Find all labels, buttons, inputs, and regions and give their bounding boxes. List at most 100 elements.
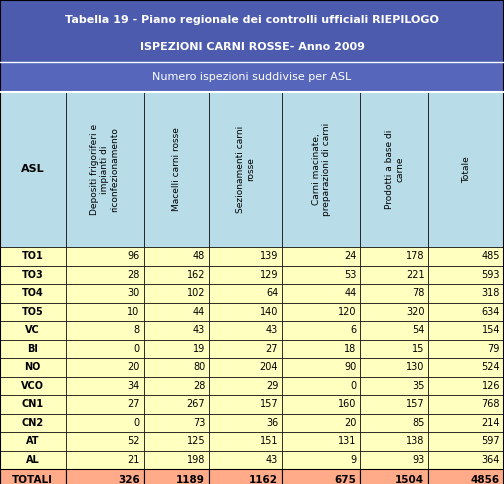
Bar [144,432,209,451]
Bar [66,339,144,358]
Bar [66,413,144,432]
Text: 44: 44 [193,307,205,317]
Text: 9: 9 [350,455,356,465]
Bar [66,432,144,451]
Text: 597: 597 [481,436,500,446]
Text: 102: 102 [186,288,205,298]
Text: 139: 139 [260,251,278,261]
Text: 178: 178 [406,251,424,261]
Bar [209,266,282,284]
Bar [0,266,66,284]
Text: 96: 96 [128,251,140,261]
Bar [66,358,144,377]
Text: VCO: VCO [21,381,44,391]
Text: 318: 318 [482,288,500,298]
Text: AL: AL [26,455,40,465]
Text: Numero ispezioni suddivise per ASL: Numero ispezioni suddivise per ASL [152,72,352,82]
Bar [66,451,144,469]
Bar [428,92,504,247]
Bar [282,451,360,469]
Text: 28: 28 [128,270,140,280]
Bar [282,247,360,266]
Bar [360,358,428,377]
Bar [0,358,66,377]
Text: 28: 28 [193,381,205,391]
Bar [66,247,144,266]
Text: 221: 221 [406,270,424,280]
Bar [66,377,144,395]
Bar [144,469,209,484]
Bar [0,377,66,395]
Bar [282,395,360,413]
Text: 36: 36 [266,418,278,428]
Text: TO1: TO1 [22,251,44,261]
Bar [428,451,504,469]
Bar [360,413,428,432]
Bar [0,451,66,469]
Bar [66,469,144,484]
Bar [209,247,282,266]
Text: 0: 0 [350,381,356,391]
Text: 80: 80 [193,362,205,372]
Bar [360,92,428,247]
Text: 27: 27 [127,399,140,409]
Bar [0,469,66,484]
Text: Macelli carni rosse: Macelli carni rosse [172,128,181,212]
Text: 204: 204 [260,362,278,372]
Text: 43: 43 [193,325,205,335]
Bar [360,302,428,321]
Bar [428,377,504,395]
Text: 320: 320 [406,307,424,317]
Bar [144,339,209,358]
Text: 52: 52 [127,436,140,446]
Text: Tabella 19 - Piano regionale dei controlli ufficiali RIEPILOGO: Tabella 19 - Piano regionale dei control… [65,15,439,25]
Text: 19: 19 [193,344,205,354]
Text: Carni macinate,
preparazioni di carni: Carni macinate, preparazioni di carni [311,123,331,216]
Bar [428,247,504,266]
Bar [360,247,428,266]
Text: 20: 20 [344,418,356,428]
Bar [209,302,282,321]
Text: 1189: 1189 [176,475,205,484]
Text: 43: 43 [266,325,278,335]
Text: 593: 593 [481,270,500,280]
Text: 90: 90 [344,362,356,372]
Text: 151: 151 [260,436,278,446]
Bar [144,92,209,247]
Bar [144,321,209,339]
Text: 24: 24 [344,251,356,261]
Text: 1162: 1162 [249,475,278,484]
Bar [144,413,209,432]
Text: 768: 768 [481,399,500,409]
Bar [282,302,360,321]
Text: 48: 48 [193,251,205,261]
Text: 675: 675 [335,475,356,484]
Bar [66,395,144,413]
Text: 73: 73 [193,418,205,428]
Bar [428,284,504,302]
Text: 18: 18 [344,344,356,354]
Text: CN1: CN1 [22,399,44,409]
Text: 27: 27 [266,344,278,354]
Text: 126: 126 [481,381,500,391]
Text: 29: 29 [266,381,278,391]
Bar [360,339,428,358]
Bar [0,432,66,451]
Bar [0,92,66,247]
Bar [144,451,209,469]
Text: AT: AT [26,436,39,446]
Text: 120: 120 [338,307,356,317]
Bar [0,247,66,266]
Text: TO5: TO5 [22,307,44,317]
Bar [209,395,282,413]
Text: 162: 162 [186,270,205,280]
Text: 34: 34 [128,381,140,391]
Bar [428,302,504,321]
Bar [428,321,504,339]
Text: 160: 160 [338,399,356,409]
Bar [144,358,209,377]
Bar [360,266,428,284]
Bar [282,432,360,451]
Bar [428,339,504,358]
Bar [360,395,428,413]
